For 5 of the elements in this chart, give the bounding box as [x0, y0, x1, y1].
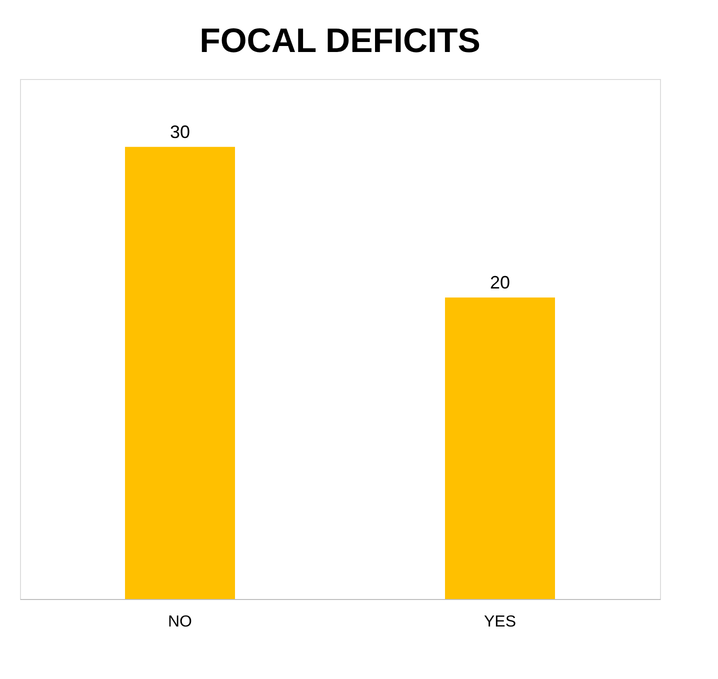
x-tick-label: YES: [484, 614, 516, 630]
x-tick-label: NO: [168, 614, 192, 630]
chart-title: FOCAL DEFICITS: [200, 22, 480, 60]
data-label: 30: [170, 122, 190, 142]
data-label: 20: [490, 272, 510, 293]
